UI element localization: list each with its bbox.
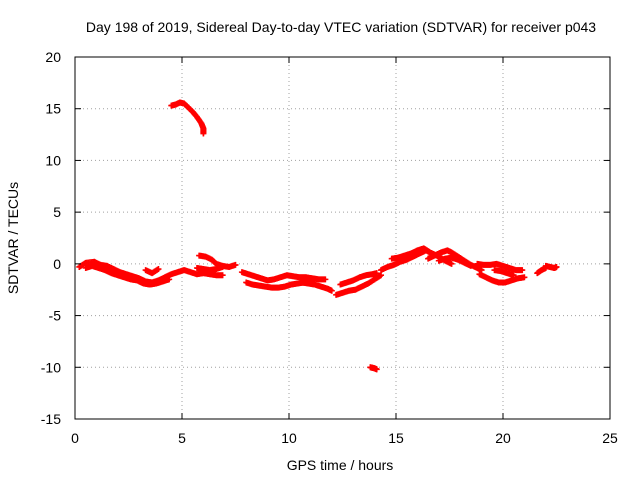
data-point: [373, 270, 380, 277]
data-series: [337, 270, 380, 288]
x-tick-label: 20: [495, 430, 511, 446]
axis-ticks: [74, 56, 611, 420]
data-series: [388, 245, 434, 262]
y-axis-label: SDTVAR / TECUs: [5, 182, 21, 294]
data-series: [142, 266, 162, 277]
y-tick-label: -10: [41, 359, 61, 375]
data-series: [367, 364, 380, 373]
y-tick-label: 0: [53, 256, 61, 272]
y-axis-tick-labels: -15 -10 -5 0 5 10 15 20: [41, 49, 61, 427]
data-series: [474, 260, 526, 274]
data-point: [553, 263, 560, 270]
x-tick-label: 15: [388, 430, 404, 446]
x-tick-label: 10: [281, 430, 297, 446]
x-tick-label: 5: [178, 430, 186, 446]
data-point: [519, 267, 526, 274]
data-point: [378, 272, 385, 279]
data-point: [510, 272, 517, 279]
data-point: [200, 130, 207, 137]
data-point: [427, 249, 434, 256]
data-points: [76, 99, 560, 373]
data-point: [328, 287, 335, 294]
chart-title: Day 198 of 2019, Sidereal Day-to-day VTE…: [86, 19, 596, 35]
grid-lines: [75, 57, 610, 419]
x-tick-label: 25: [602, 430, 618, 446]
plot-frame: [74, 56, 611, 420]
data-series: [82, 262, 173, 288]
data-point: [373, 366, 380, 373]
data-series: [542, 262, 560, 271]
y-tick-label: -5: [49, 308, 62, 324]
x-axis-label: GPS time / hours: [287, 457, 394, 473]
data-series: [333, 272, 385, 298]
y-tick-label: 15: [45, 101, 61, 117]
data-point: [219, 272, 226, 279]
data-point: [232, 261, 239, 268]
y-tick-label: 10: [45, 152, 61, 168]
data-series: [491, 267, 517, 279]
x-tick-label: 0: [71, 430, 79, 446]
data-point: [166, 276, 173, 283]
data-series: [193, 263, 226, 274]
data-point: [219, 263, 226, 270]
data-point: [478, 267, 485, 274]
data-point: [322, 276, 329, 283]
data-point: [467, 262, 474, 269]
y-tick-label: 20: [45, 49, 61, 65]
data-series: [435, 254, 474, 269]
data-series: [476, 271, 528, 286]
data-series: [168, 99, 207, 137]
data-point: [448, 260, 455, 267]
y-tick-label: -15: [41, 411, 61, 427]
y-tick-label: 5: [53, 204, 61, 220]
data-point: [521, 274, 528, 281]
x-axis-tick-labels: 0 5 10 15 20 25: [71, 430, 618, 446]
data-series: [298, 279, 335, 294]
data-point: [155, 266, 162, 273]
